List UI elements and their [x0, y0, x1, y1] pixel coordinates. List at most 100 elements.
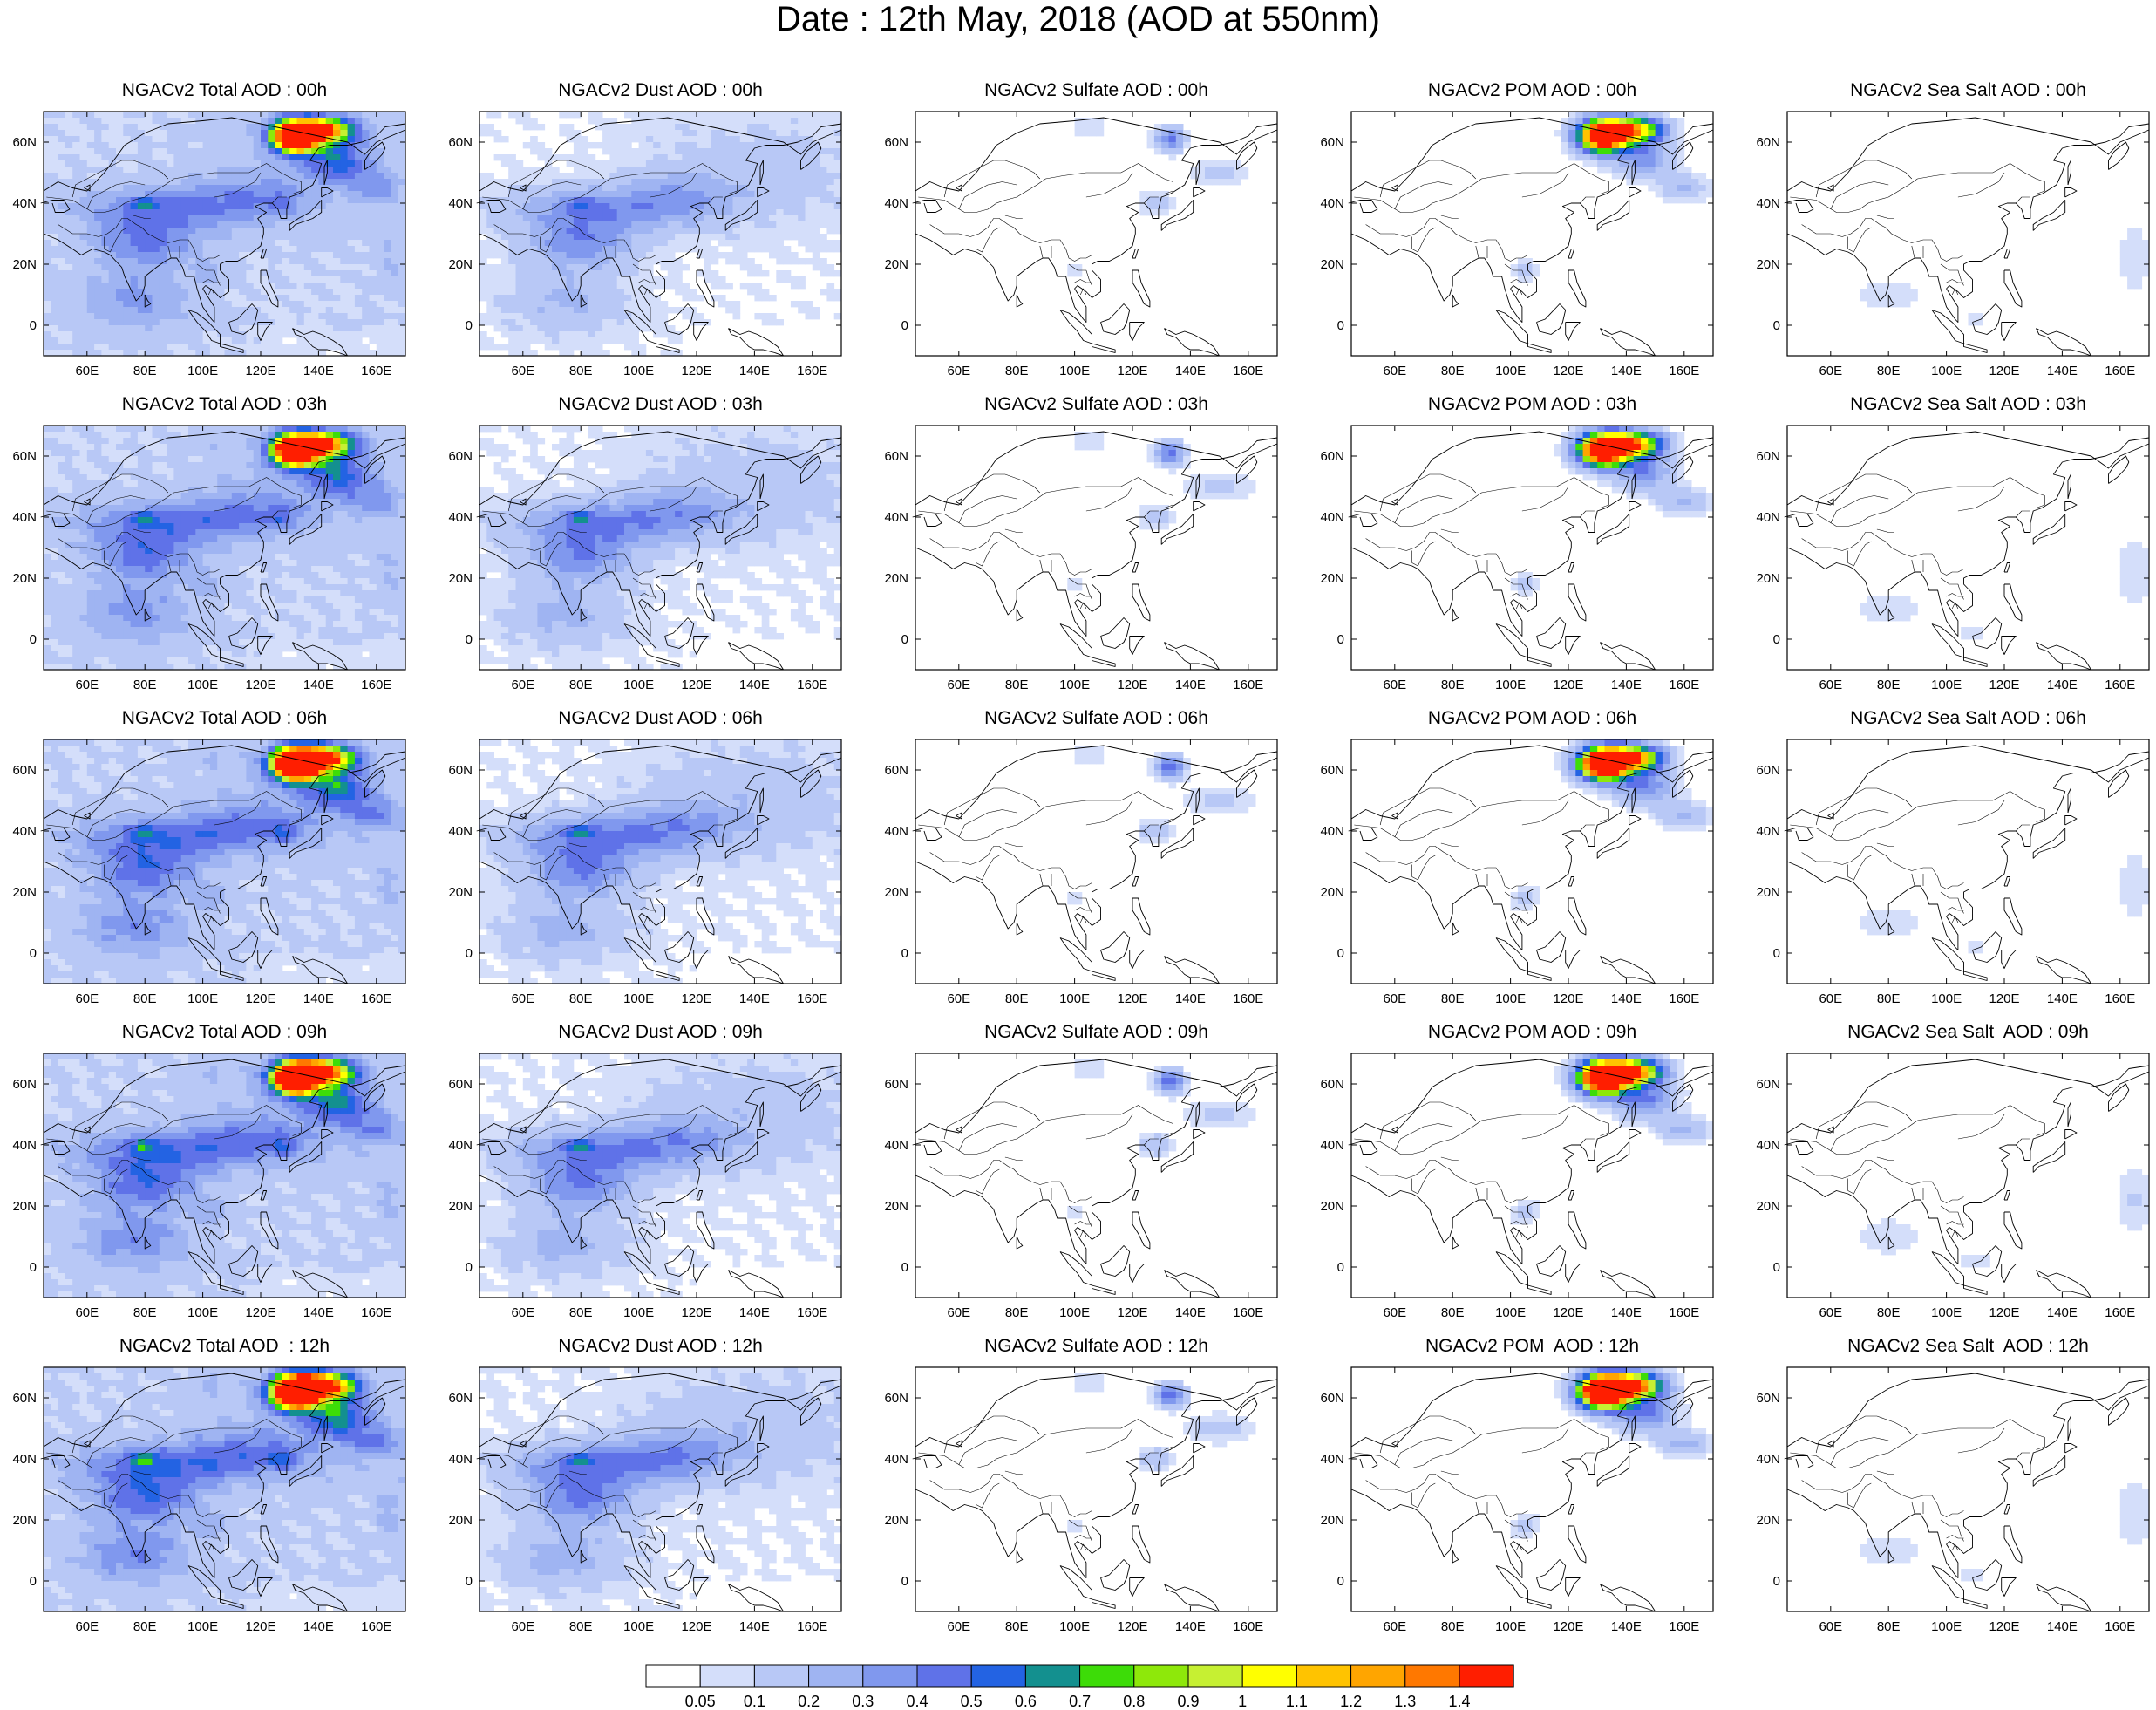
x-tick-label: 140E [2047, 678, 2078, 692]
y-tick-label: 40N [1320, 824, 1344, 839]
aod-field [1511, 1053, 1714, 1224]
panel-title: NGACv2 POM AOD : 00h [1351, 80, 1713, 101]
x-tick-label: 100E [1495, 678, 1526, 692]
aod-field [44, 1367, 405, 1611]
colorbar-label: 0.3 [837, 1693, 889, 1710]
y-tick-label: 20N [12, 1199, 37, 1214]
y-tick-label: 0 [30, 946, 37, 961]
colorbar-label: 0.7 [1054, 1693, 1106, 1710]
y-tick-label: 60N [884, 763, 908, 778]
x-tick-label: 80E [569, 364, 593, 378]
y-tick-label: 40N [1320, 1138, 1344, 1153]
aod-field [1511, 739, 1714, 910]
colorbar-label: 1.1 [1270, 1693, 1323, 1710]
x-tick-label: 140E [1175, 364, 1206, 378]
x-tick-label: 80E [1877, 1619, 1901, 1634]
panel-title: NGACv2 Total AOD : 03h [44, 394, 405, 415]
x-tick-label: 120E [681, 1305, 711, 1320]
y-tick-label: 0 [30, 1574, 37, 1589]
y-tick-label: 40N [884, 510, 908, 525]
y-tick-label: 60N [1320, 449, 1344, 464]
y-tick-label: 60N [12, 135, 37, 150]
colorbar-label: 0.6 [999, 1693, 1051, 1710]
x-tick-label: 160E [361, 1619, 391, 1634]
x-tick-label: 160E [1669, 678, 1699, 692]
y-tick-label: 0 [1337, 632, 1344, 647]
x-tick-label: 120E [1989, 364, 2019, 378]
y-tick-label: 20N [1756, 571, 1780, 586]
aod-field [479, 1367, 841, 1611]
x-tick-label: 100E [1059, 678, 1090, 692]
x-tick-label: 80E [1005, 1305, 1029, 1320]
panel-title: NGACv2 Dust AOD : 06h [479, 708, 841, 729]
y-tick-label: 40N [448, 510, 473, 525]
y-tick-label: 20N [448, 885, 473, 900]
panel-title: NGACv2 Dust AOD : 03h [479, 394, 841, 415]
x-tick-label: 160E [1233, 991, 1263, 1006]
x-tick-label: 100E [1059, 1305, 1090, 1320]
x-tick-label: 80E [1877, 1305, 1901, 1320]
y-tick-label: 40N [1756, 1138, 1780, 1153]
panel-title: NGACv2 Dust AOD : 12h [479, 1336, 841, 1357]
panel-title: NGACv2 Sulfate AOD : 09h [915, 1022, 1277, 1043]
y-tick-label: 40N [884, 1452, 908, 1467]
x-tick-label: 60E [75, 991, 99, 1006]
y-tick-label: 0 [1337, 1260, 1344, 1275]
panel-title: NGACv2 Total AOD : 12h [44, 1336, 405, 1357]
colorbar-label: 0.1 [728, 1693, 780, 1710]
x-tick-label: 100E [187, 1619, 218, 1634]
colorbar-swatch [809, 1665, 863, 1687]
y-tick-label: 40N [12, 824, 37, 839]
aod-field [44, 112, 405, 356]
x-tick-label: 100E [623, 1619, 654, 1634]
y-tick-label: 40N [448, 824, 473, 839]
y-tick-label: 20N [1756, 257, 1780, 272]
x-tick-label: 120E [1117, 991, 1147, 1006]
panel-title: NGACv2 Sea Salt AOD : 06h [1787, 708, 2149, 729]
y-tick-label: 60N [1756, 135, 1780, 150]
x-tick-label: 120E [1989, 678, 2019, 692]
y-tick-label: 40N [1320, 510, 1344, 525]
x-tick-label: 120E [1553, 364, 1583, 378]
y-tick-label: 0 [1773, 632, 1780, 647]
x-tick-label: 120E [1989, 991, 2019, 1006]
x-tick-label: 60E [947, 1305, 970, 1320]
y-tick-label: 40N [448, 1138, 473, 1153]
x-tick-label: 80E [1877, 678, 1901, 692]
aod-field [44, 739, 405, 984]
x-tick-label: 60E [75, 1619, 99, 1634]
x-tick-label: 140E [739, 364, 770, 378]
x-tick-label: 140E [1175, 1619, 1206, 1634]
x-tick-label: 80E [1005, 991, 1029, 1006]
x-tick-label: 60E [511, 991, 534, 1006]
x-tick-label: 160E [1669, 1305, 1699, 1320]
x-tick-label: 160E [1669, 1619, 1699, 1634]
x-tick-label: 160E [2105, 1619, 2135, 1634]
colorbar-swatch [1134, 1665, 1188, 1687]
x-tick-label: 120E [1989, 1619, 2019, 1634]
x-tick-label: 80E [1877, 364, 1901, 378]
x-tick-label: 100E [187, 991, 218, 1006]
y-tick-label: 40N [884, 196, 908, 211]
y-tick-label: 20N [12, 571, 37, 586]
x-tick-label: 60E [1819, 1305, 1842, 1320]
y-tick-label: 20N [1320, 885, 1344, 900]
x-tick-label: 80E [569, 1305, 593, 1320]
y-tick-label: 40N [12, 196, 37, 211]
y-tick-label: 0 [466, 632, 473, 647]
x-tick-label: 100E [623, 678, 654, 692]
y-tick-label: 60N [1320, 763, 1344, 778]
colorbar-label: 1.2 [1325, 1693, 1377, 1710]
y-tick-label: 60N [448, 1391, 473, 1406]
y-tick-label: 20N [12, 885, 37, 900]
coastlines [913, 1059, 1277, 1298]
y-tick-label: 0 [466, 946, 473, 961]
